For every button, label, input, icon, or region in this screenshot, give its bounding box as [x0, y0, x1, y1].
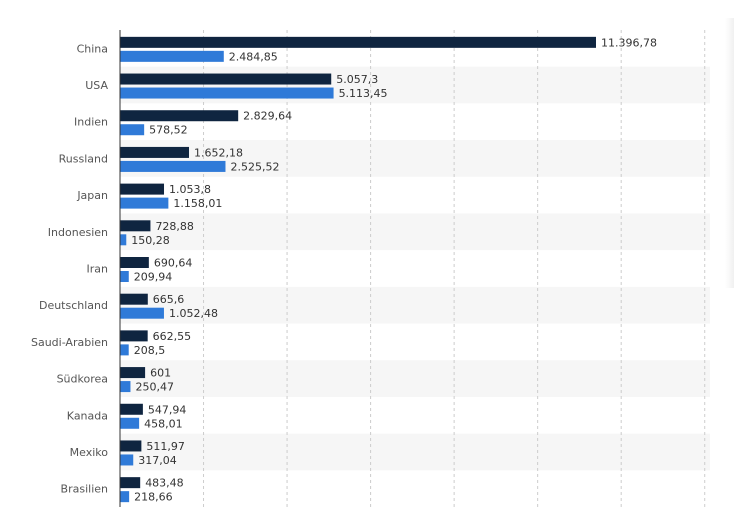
value-label-s1-0: 11.396,78 — [601, 36, 657, 49]
bar-s2-1 — [120, 87, 334, 99]
value-label-s1-6: 690,64 — [154, 257, 193, 270]
value-label-s1-11: 511,97 — [146, 440, 185, 453]
value-label-s2-3: 2.525,52 — [230, 160, 279, 173]
value-label-s2-7: 1.052,48 — [169, 307, 218, 320]
value-label-s2-1: 5.113,45 — [339, 87, 388, 100]
value-label-s1-10: 547,94 — [148, 403, 187, 416]
category-label-1: USA — [85, 79, 108, 92]
value-label-s1-5: 728,88 — [155, 220, 194, 233]
band-9 — [120, 360, 710, 397]
category-label-4: Japan — [76, 189, 108, 202]
category-label-7: Deutschland — [39, 299, 108, 312]
value-label-s1-8: 662,55 — [153, 330, 192, 343]
value-label-s1-9: 601 — [150, 367, 171, 380]
bar-s1-4 — [120, 183, 165, 195]
value-label-s1-4: 1.053,8 — [169, 183, 211, 196]
category-label-12: Brasilien — [61, 483, 108, 496]
bar-s1-6 — [120, 257, 149, 268]
bar-s1-7 — [120, 293, 148, 305]
bar-s1-8 — [120, 330, 148, 342]
bar-s1-2 — [120, 110, 239, 122]
category-label-8: Saudi-Arabien — [31, 336, 108, 349]
bar-s2-12 — [120, 491, 130, 503]
value-label-s2-12: 218,66 — [134, 491, 173, 504]
bar-s2-5 — [120, 234, 127, 246]
value-label-s2-11: 317,04 — [138, 454, 177, 467]
band-5 — [120, 213, 710, 251]
bar-s2-10 — [120, 417, 140, 429]
bar-s1-1 — [120, 73, 332, 85]
bar-s1-9 — [120, 367, 146, 379]
bar-s2-0 — [120, 50, 224, 62]
bar-s1-0 — [120, 36, 596, 48]
category-label-5: Indonesien — [48, 226, 108, 239]
bar-s2-11 — [120, 454, 134, 466]
value-label-s1-7: 665,6 — [153, 293, 185, 306]
value-label-s2-4: 1.158,01 — [173, 197, 222, 210]
bar-s1-3 — [120, 146, 190, 158]
value-label-s2-9: 250,47 — [135, 381, 174, 394]
value-label-s1-12: 483,48 — [145, 477, 184, 490]
band-7 — [120, 286, 710, 324]
value-label-s2-10: 458,01 — [144, 417, 183, 430]
bar-s1-11 — [120, 440, 142, 452]
bar-s2-4 — [120, 197, 169, 209]
bar-s2-8 — [120, 344, 129, 356]
value-label-s2-5: 150,28 — [131, 234, 170, 247]
value-label-s2-0: 2.484,85 — [229, 50, 278, 63]
category-label-10: Kanada — [67, 409, 108, 422]
value-label-s1-2: 2.829,64 — [243, 110, 292, 123]
category-label-3: Russland — [59, 152, 108, 165]
value-label-s1-3: 1.652,18 — [194, 146, 243, 159]
bar-s2-7 — [120, 307, 164, 319]
bar-s1-5 — [120, 220, 151, 232]
value-label-s2-2: 578,52 — [149, 124, 188, 137]
bar-s1-10 — [120, 403, 143, 415]
value-label-s2-8: 208,5 — [134, 344, 166, 357]
bar-s1-12 — [120, 477, 141, 489]
category-label-6: Iran — [87, 263, 109, 276]
category-label-9: Südkorea — [57, 373, 108, 386]
category-label-2: Indien — [74, 116, 108, 129]
bar-s2-2 — [120, 124, 145, 136]
bar-s2-9 — [120, 381, 131, 393]
panel-edge-shadow — [725, 18, 734, 288]
bar-s2-3 — [120, 160, 226, 172]
value-label-s1-1: 5.057,3 — [336, 73, 378, 86]
bar-s2-6 — [120, 271, 129, 282]
band-11 — [120, 433, 710, 471]
value-label-s2-6: 209,94 — [134, 271, 173, 284]
category-label-11: Mexiko — [70, 446, 109, 459]
category-label-0: China — [77, 42, 108, 55]
